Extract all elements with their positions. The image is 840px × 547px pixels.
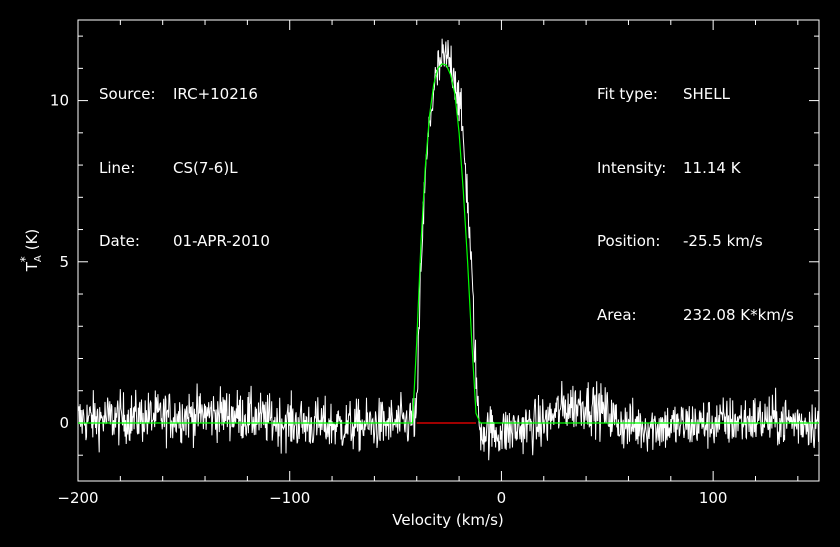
y-axis-label-sup: * <box>18 256 32 262</box>
date-row: Date: 01-APR-2010 <box>99 229 270 254</box>
axis-ticks <box>77 20 819 481</box>
axis-tick-labels: −200 −100 0 100 0 5 10 <box>50 92 728 507</box>
fit-info: Fit type: SHELL Intensity: 11.14 K Positio… <box>597 33 794 352</box>
area-key: Area: <box>597 305 637 324</box>
y-tick-label: 0 <box>59 414 69 432</box>
source-row: Source: IRC+10216 <box>99 82 270 107</box>
x-tick-label: −100 <box>269 489 310 507</box>
intensity-row: Intensity: 11.14 K <box>597 156 794 181</box>
line-value: CS(7-6)L <box>173 158 238 177</box>
area-value: 232.08 K*km/s <box>683 305 794 324</box>
spectrum-line <box>77 38 820 461</box>
x-tick-label: 100 <box>699 489 728 507</box>
fit-type-row: Fit type: SHELL <box>597 82 794 107</box>
y-tick-label: 10 <box>50 92 69 110</box>
y-axis-label: TA* (K) <box>18 229 44 273</box>
area-row: Area: 232.08 K*km/s <box>597 303 794 328</box>
source-value: IRC+10216 <box>173 85 258 103</box>
position-row: Position: -25.5 km/s <box>597 229 794 254</box>
y-axis-label-sub: A <box>33 255 44 262</box>
intensity-key: Intensity: <box>597 158 667 177</box>
line-key: Line: <box>99 158 136 177</box>
fit-type-key: Fit type: <box>597 85 658 103</box>
position-key: Position: <box>597 232 661 250</box>
date-value: 01-APR-2010 <box>173 232 270 250</box>
y-axis-label-unit: (K) <box>23 229 41 251</box>
y-axis-label-main: T <box>23 261 41 272</box>
source-key: Source: <box>99 85 156 103</box>
x-axis-label: Velocity (km/s) <box>392 511 503 529</box>
svg-text:TA*(K): TA* (K) <box>18 229 44 273</box>
fit-type-value: SHELL <box>683 85 730 103</box>
date-key: Date: <box>99 232 140 250</box>
observation-info: Source: IRC+10216 Line: CS(7-6)L Date: 01-A… <box>99 33 270 278</box>
intensity-value: 11.14 K <box>683 158 741 177</box>
y-tick-label: 5 <box>59 253 69 271</box>
position-value: -25.5 km/s <box>683 232 763 250</box>
x-tick-label: −200 <box>57 489 98 507</box>
shell-fit-line <box>78 63 819 424</box>
line-row: Line: CS(7-6)L <box>99 156 270 181</box>
plot-frame <box>77 19 820 482</box>
x-tick-label: 0 <box>497 489 507 507</box>
